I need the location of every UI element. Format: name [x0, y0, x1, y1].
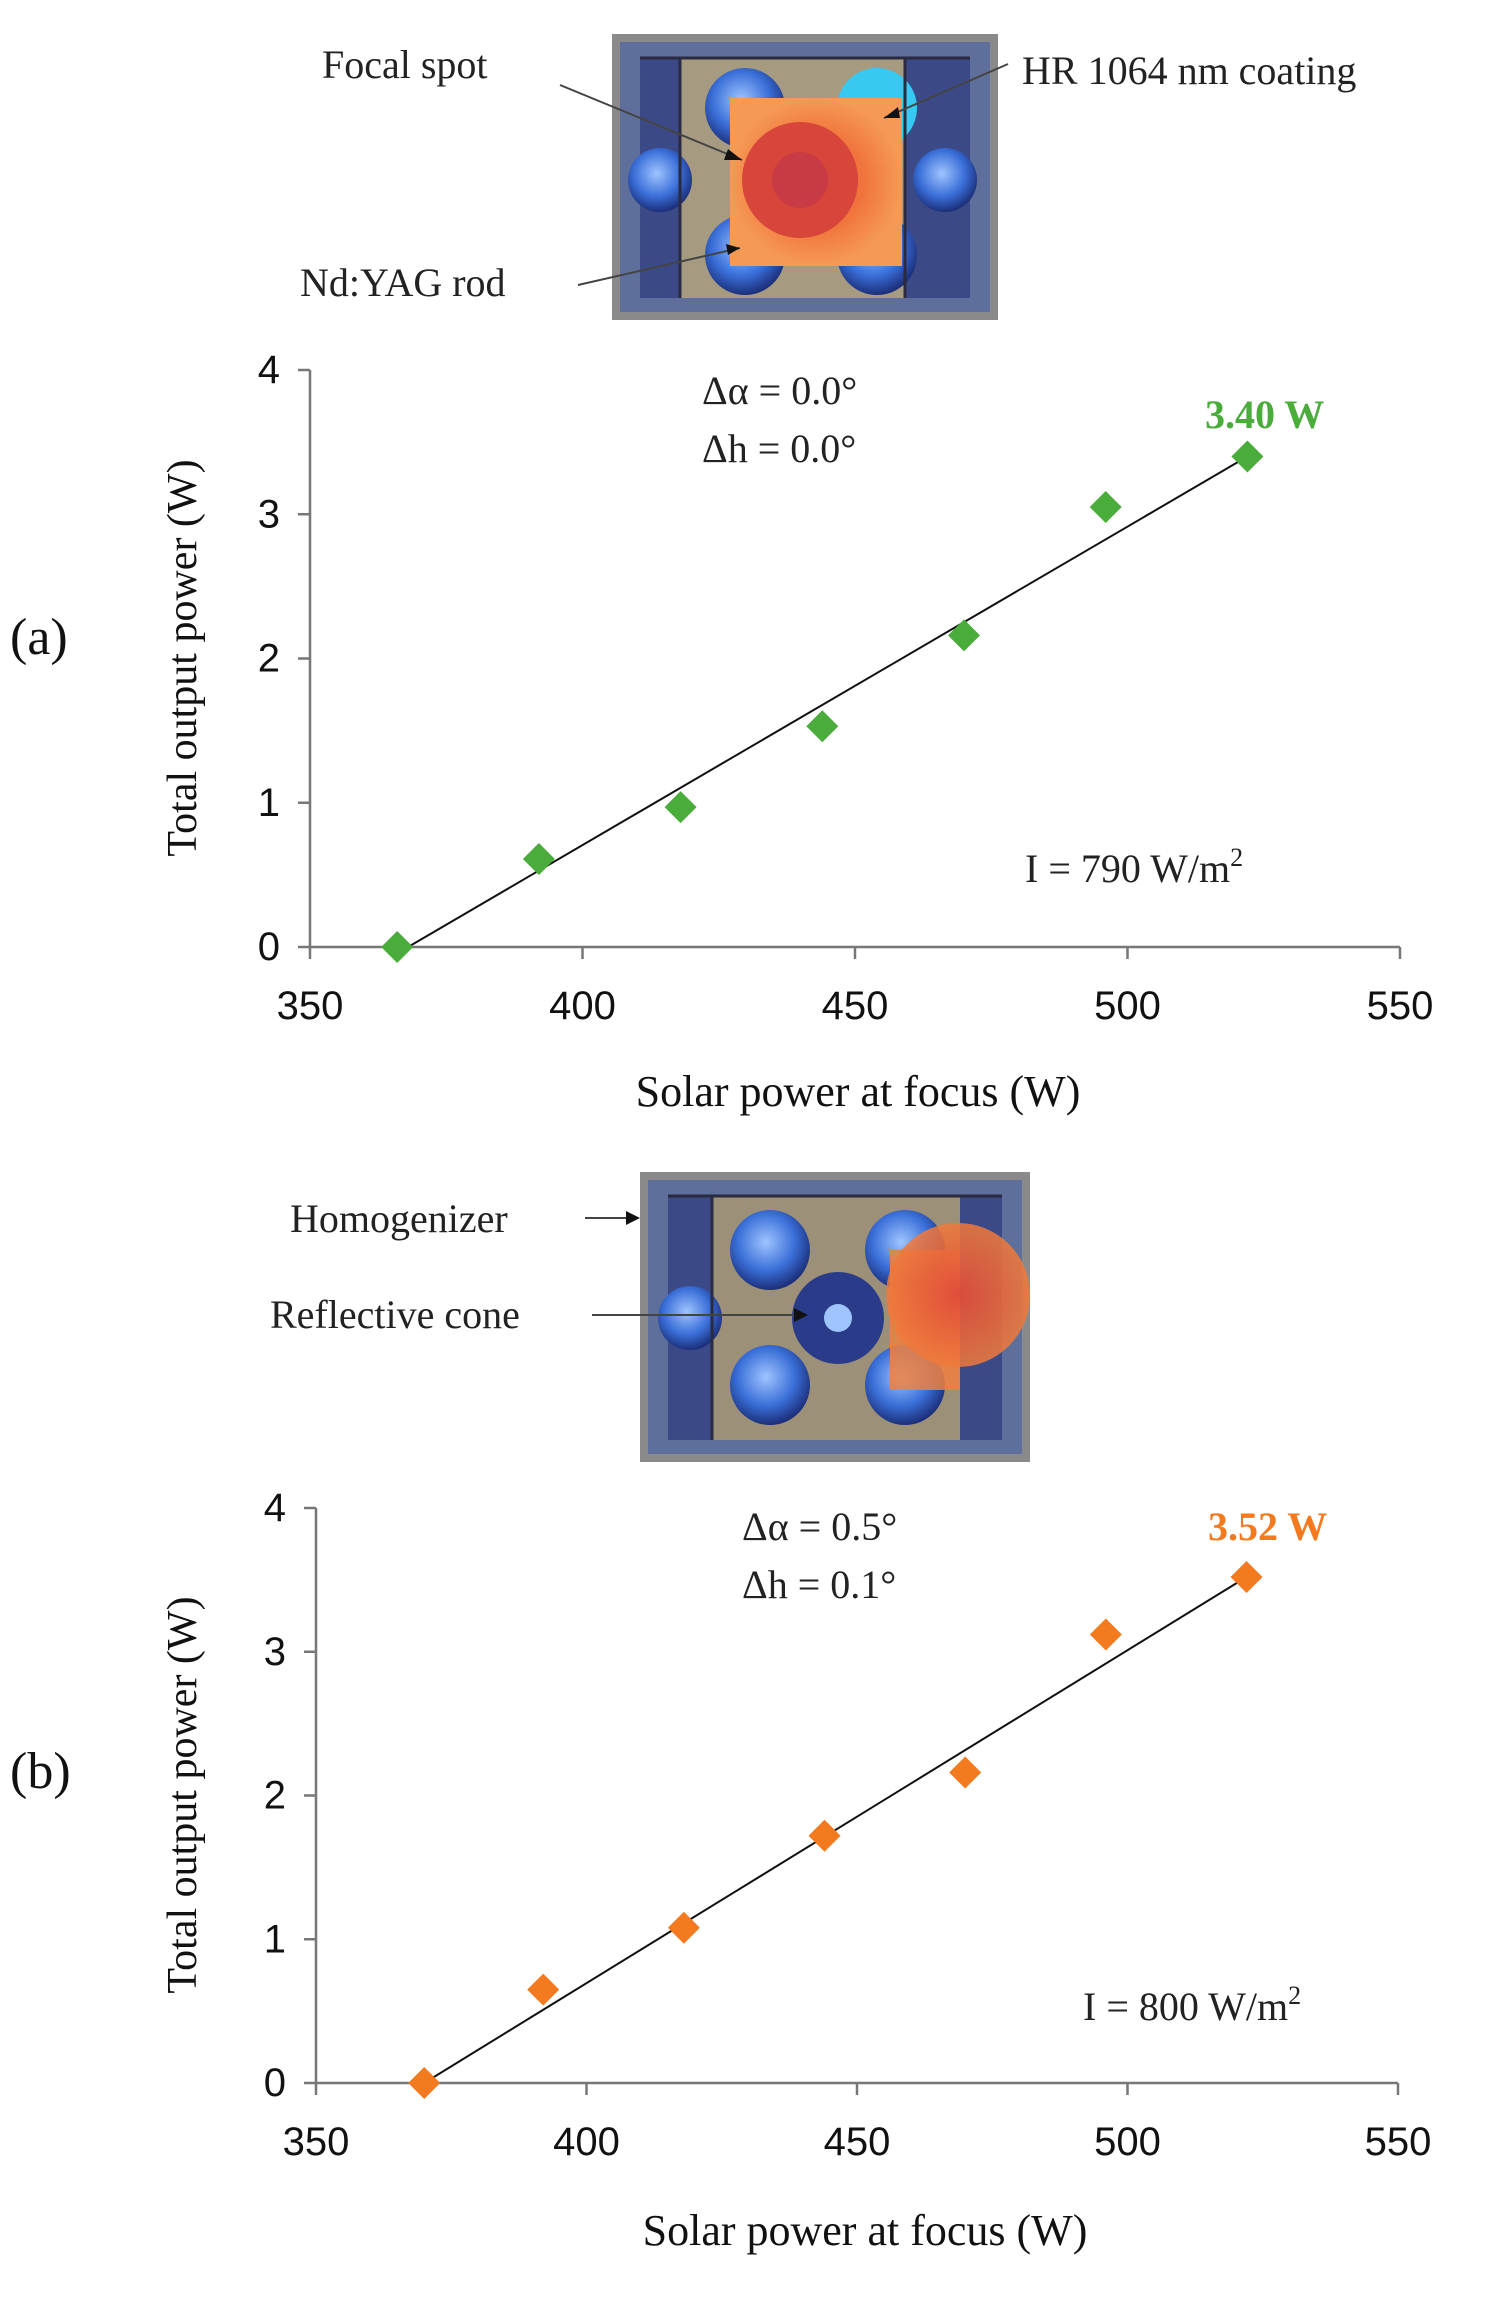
chart-b-y-tick-label: 3: [264, 1630, 286, 1674]
chart-b-y-tick-label: 1: [264, 1917, 286, 1961]
chart-b-y-tick-label: 0: [264, 2061, 286, 2105]
homogenizer-arrowhead: [626, 1211, 640, 1225]
chart-b-y-tick-label: 2: [264, 1774, 286, 1818]
photo-b-callouts: [585, 1211, 808, 1322]
chart-a-y-tick-label: 4: [258, 348, 280, 392]
chart-b-data-point: [667, 1911, 700, 1944]
chart-b: (b) Total output power (W) Solar power a…: [10, 1486, 1431, 2255]
chart-a-peak-label: 3.40 W: [1205, 392, 1324, 437]
chart-a-data-point: [1089, 491, 1122, 524]
chart-b-y-tick-label: 4: [264, 1486, 286, 1530]
chart-b-irradiance-main: I = 800 W/m: [1083, 1984, 1288, 2029]
chart-b-irradiance-exp: 2: [1288, 1981, 1301, 2010]
chart-b-data-point: [949, 1756, 982, 1789]
chart-a-data-point: [948, 619, 980, 652]
photo-label-ndyag-rod: Nd:YAG rod: [300, 260, 506, 305]
photo-a-callouts: [559, 63, 1009, 286]
chart-b-delta-h: Δh = 0.1°: [742, 1562, 896, 1607]
chart-b-x-tick-label: 550: [1365, 2120, 1432, 2164]
chart-b-data-point: [408, 2067, 441, 2099]
reflective-cone-arrowhead: [794, 1308, 808, 1322]
chart-a-delta-h: Δh = 0.0°: [702, 426, 856, 471]
chart-a: (a) Total output power (W) Solar power a…: [10, 348, 1433, 1116]
chart-b-y-axis-title: Total output power (W): [160, 1596, 206, 1993]
chart-a-x-tick-label: 550: [1367, 984, 1434, 1028]
chart-b-x-tick-label: 400: [553, 2120, 620, 2164]
chart-a-y-tick-label: 0: [258, 925, 280, 969]
focal-spot-leader: [559, 84, 743, 161]
chart-a-data-point: [664, 791, 697, 824]
chart-b-data-point: [1089, 1618, 1122, 1651]
chart-a-x-tick-label: 450: [822, 984, 889, 1028]
photo-label-hr-coating: HR 1064 nm coating: [1022, 48, 1356, 93]
photo-a: [612, 34, 998, 320]
ndyag-rod-leader: [577, 247, 741, 286]
photo-b: [640, 1172, 1030, 1462]
chart-a-delta-alpha: Δα = 0.0°: [702, 368, 857, 413]
chart-b-data-point: [808, 1819, 841, 1852]
chart-a-irradiance-main: I = 790 W/m: [1025, 846, 1230, 891]
chart-b-x-tick-label: 500: [1094, 2120, 1161, 2164]
chart-a-y-axis-title: Total output power (W): [160, 459, 206, 856]
chart-a-x-tick-label: 350: [277, 984, 344, 1028]
chart-a-y-tick-label: 2: [258, 637, 280, 681]
hr-coating-arrowhead: [884, 107, 900, 118]
chart-a-y-tick-label: 3: [258, 492, 280, 536]
chart-b-fit-line: [423, 1576, 1248, 2084]
chart-a-x-tick-label: 400: [549, 984, 616, 1028]
photo-label-focal-spot: Focal spot: [322, 42, 488, 87]
chart-b-data-point: [527, 1973, 560, 2006]
chart-a-data-point: [522, 843, 555, 876]
hr-coating-leader: [883, 63, 1009, 119]
chart-a-x-tick-label: 500: [1094, 984, 1161, 1028]
chart-b-x-axis-title: Solar power at focus (W): [643, 2206, 1088, 2255]
chart-b-x-tick-label: 350: [283, 2120, 350, 2164]
focal-spot-arrowhead: [724, 149, 742, 160]
chart-b-x-tick-label: 450: [824, 2120, 891, 2164]
chart-a-data-point: [381, 931, 414, 963]
panel-label-a: (a): [10, 609, 68, 666]
chart-a-x-axis-title: Solar power at focus (W): [636, 1067, 1081, 1116]
photo-label-homogenizer: Homogenizer: [290, 1196, 508, 1241]
chart-a-irradiance-exp: 2: [1230, 843, 1243, 872]
panel-label-b: (b): [10, 1743, 71, 1800]
chart-a-irradiance: I = 790 W/m2: [1025, 843, 1243, 891]
ndyag-rod-arrowhead: [726, 244, 740, 255]
chart-b-delta-alpha: Δα = 0.5°: [742, 1504, 897, 1549]
chart-b-data-point: [1230, 1561, 1263, 1593]
chart-b-irradiance: I = 800 W/m2: [1083, 1981, 1301, 2029]
chart-a-data-point: [806, 710, 839, 743]
chart-a-data-point: [1231, 440, 1264, 473]
chart-b-peak-label: 3.52 W: [1208, 1504, 1327, 1549]
chart-a-y-tick-label: 1: [258, 781, 280, 825]
photo-label-reflective-cone: Reflective cone: [270, 1292, 520, 1337]
